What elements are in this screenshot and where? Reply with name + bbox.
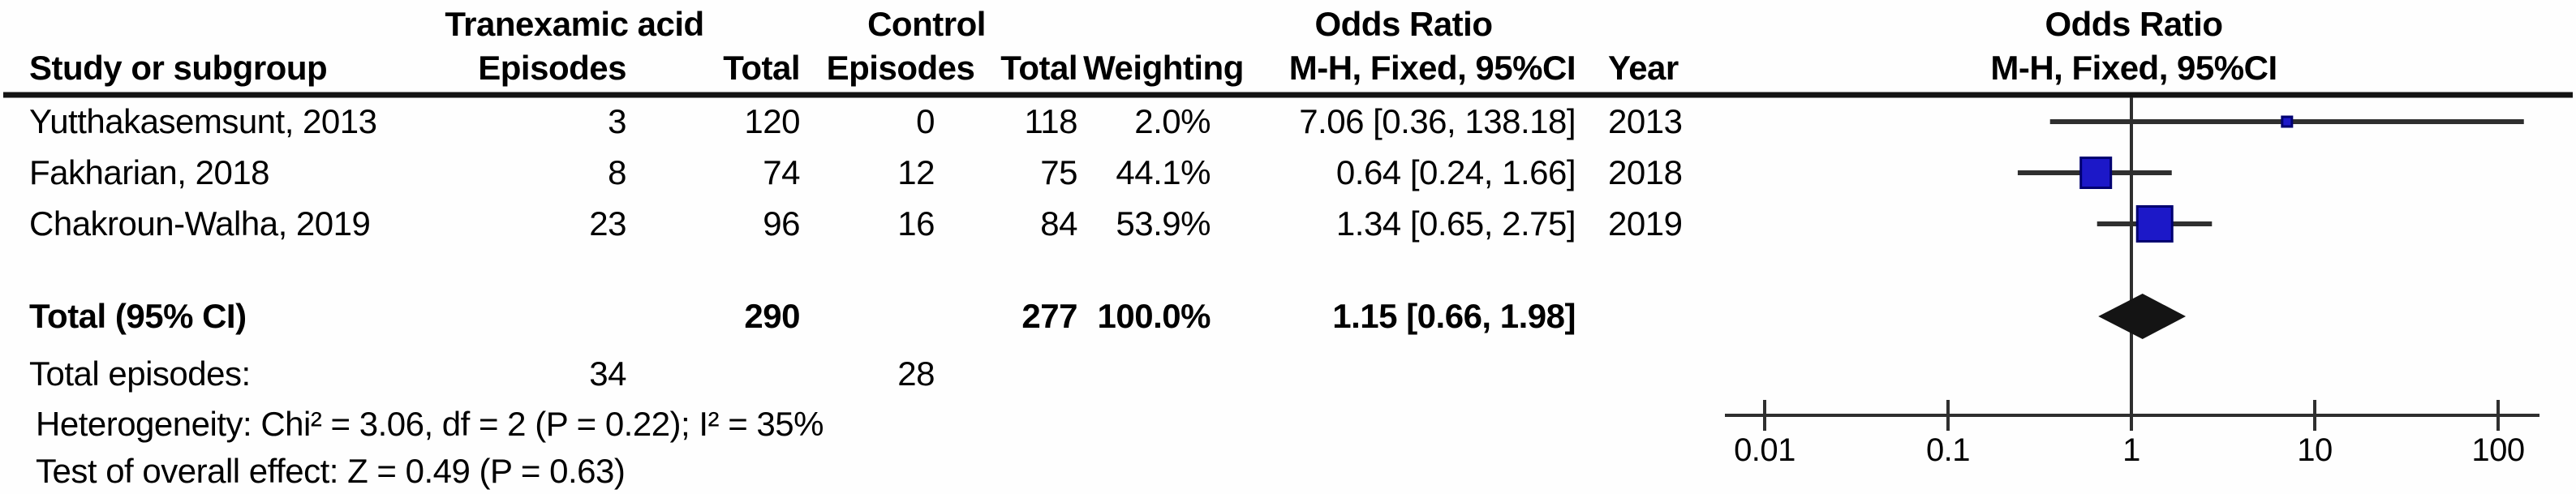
treatment-episodes-value: 3 [608, 102, 626, 140]
total-weight: 100.0% [1097, 297, 1211, 335]
x-axis-tick-label: 0.1 [1926, 432, 1970, 468]
weight-square [2079, 157, 2113, 189]
weight-value: 2.0% [1134, 102, 1211, 140]
column-header-control-episodes: Episodes [826, 49, 975, 87]
treatment-total-value: 120 [744, 102, 800, 140]
treatment-total-value: 74 [763, 153, 800, 191]
table-row: Fakharian, 2018 8 74 12 75 44.1% 0.64 [0… [0, 153, 2576, 192]
treatment-episodes-value: 23 [589, 204, 626, 243]
x-axis-tick-label: 0.01 [1734, 432, 1795, 468]
control-total-value: 118 [1024, 102, 1078, 140]
group-header-odds-ratio: Odds Ratio [1314, 5, 1493, 43]
column-header-weighting: Weighting [1083, 49, 1244, 87]
total-label: Total (95% CI) [29, 297, 247, 335]
group-header-row: Tranexamic acid Control Odds Ratio Odds … [0, 5, 2576, 44]
total-episodes-control: 28 [897, 354, 935, 393]
odds-ratio-ci-value: 7.06 [0.36, 138.18] [1299, 102, 1576, 140]
study-name: Fakharian, 2018 [29, 153, 270, 191]
column-header-treatment-episodes: Episodes [478, 49, 626, 87]
odds-ratio-ci-value: 0.64 [0.24, 1.66] [1335, 153, 1576, 191]
column-header-control-total: Total [1000, 49, 1077, 87]
total-treatment-total: 290 [744, 297, 800, 335]
total-episodes-label: Total episodes: [29, 354, 251, 393]
group-header-control: Control [867, 5, 986, 43]
treatment-episodes-value: 8 [608, 153, 626, 191]
heterogeneity-text: Heterogeneity: Chi² = 3.06, df = 2 (P = … [36, 405, 824, 443]
control-episodes-value: 12 [897, 153, 935, 191]
total-episodes-treatment: 34 [589, 354, 626, 393]
control-episodes-value: 16 [897, 204, 935, 243]
weight-value: 53.9% [1116, 204, 1211, 243]
year-value: 2019 [1608, 204, 1683, 243]
column-header-year: Year [1608, 49, 1679, 87]
control-total-value: 75 [1040, 153, 1077, 191]
column-header-treatment-total: Total [723, 49, 800, 87]
weight-square [2135, 205, 2174, 243]
study-name: Yutthakasemsunt, 2013 [29, 102, 377, 140]
total-control-total: 277 [1021, 297, 1077, 335]
x-axis-tick-label: 100 [2471, 432, 2524, 468]
x-axis-tick-label: 10 [2297, 432, 2333, 468]
column-header-study: Study or subgroup [29, 49, 328, 87]
weight-value: 44.1% [1116, 153, 1211, 191]
heterogeneity-row: Heterogeneity: Chi² = 3.06, df = 2 (P = … [0, 405, 2576, 444]
treatment-total-value: 96 [763, 204, 800, 243]
overall-effect-row: Test of overall effect: Z = 0.49 (P = 0.… [0, 452, 2576, 491]
group-header-treatment: Tranexamic acid [445, 5, 704, 43]
total-odds-ratio-ci: 1.15 [0.66, 1.98] [1332, 297, 1576, 335]
odds-ratio-ci-value: 1.34 [0.65, 2.75] [1335, 204, 1576, 243]
year-value: 2018 [1608, 153, 1683, 191]
weight-square [2281, 115, 2294, 128]
total-row: Total (95% CI) 290 277 100.0% 1.15 [0.66… [0, 297, 2576, 336]
table-row: Chakroun-Walha, 2019 23 96 16 84 53.9% 1… [0, 204, 2576, 243]
control-total-value: 84 [1040, 204, 1077, 243]
year-value: 2013 [1608, 102, 1683, 140]
study-name: Chakroun-Walha, 2019 [29, 204, 371, 243]
control-episodes-value: 0 [916, 102, 935, 140]
x-axis-tick-label: 1 [2122, 432, 2140, 468]
column-header-row: Study or subgroup Episodes Total Episode… [0, 49, 2576, 88]
column-header-mh-ci: M-H, Fixed, 95%CI [1288, 49, 1576, 87]
plot-title: Odds Ratio [2045, 5, 2223, 43]
plot-subtitle: M-H, Fixed, 95%CI [1990, 49, 2277, 87]
overall-effect-text: Test of overall effect: Z = 0.49 (P = 0.… [36, 452, 626, 490]
total-episodes-row: Total episodes: 34 28 [0, 354, 2576, 393]
pooled-diamond [2098, 294, 2187, 339]
table-row: Yutthakasemsunt, 2013 3 120 0 118 2.0% 7… [0, 102, 2576, 141]
